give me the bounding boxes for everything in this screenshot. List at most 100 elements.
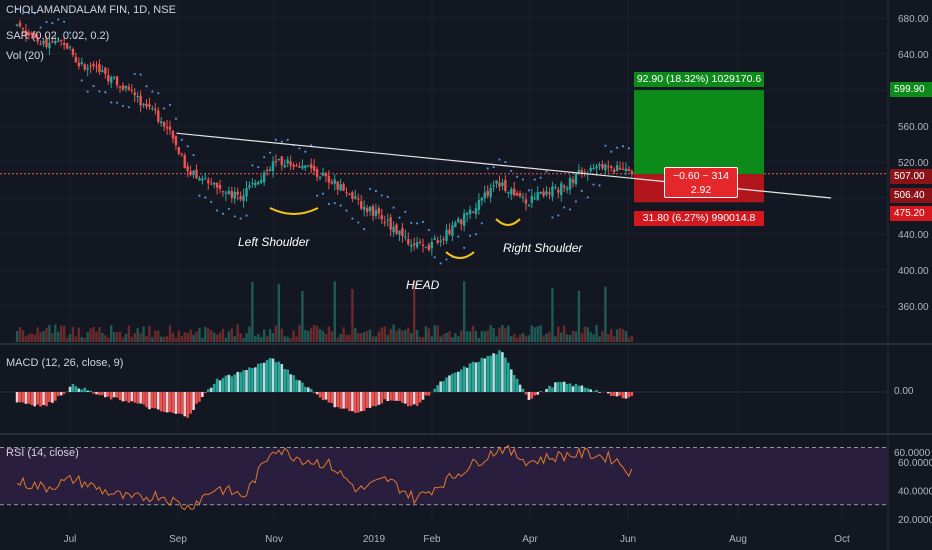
macd-bar bbox=[165, 392, 169, 413]
sar-dot bbox=[357, 221, 360, 224]
rsi-tag: 60.0000 bbox=[894, 448, 931, 459]
sar-dot bbox=[39, 26, 42, 29]
volume-bar bbox=[498, 327, 501, 342]
macd-bar bbox=[359, 392, 363, 412]
macd-bar bbox=[507, 362, 510, 392]
volume-bar bbox=[368, 329, 372, 342]
macd-bar bbox=[304, 386, 307, 392]
candle-body bbox=[218, 185, 222, 189]
macd-bar bbox=[412, 392, 416, 405]
macd-bar bbox=[365, 392, 369, 408]
volume-bar bbox=[386, 334, 389, 342]
macd-bar bbox=[283, 369, 287, 392]
volume-bar bbox=[71, 326, 75, 342]
volume-bar bbox=[545, 333, 548, 342]
volume-bar bbox=[515, 337, 519, 342]
candle-body bbox=[27, 32, 31, 36]
macd-bar bbox=[342, 392, 345, 409]
candle-body bbox=[515, 193, 519, 196]
volume-bar bbox=[295, 336, 298, 342]
volume-bar bbox=[242, 337, 245, 342]
sar-dot bbox=[380, 194, 383, 197]
macd-legend[interactable]: MACD (12, 26, close, 9) bbox=[6, 357, 124, 369]
candle-body bbox=[215, 182, 219, 188]
volume-bar bbox=[583, 326, 586, 342]
rsi-legend[interactable]: RSI (14, close) bbox=[6, 447, 79, 459]
time-tick-label: 2019 bbox=[363, 534, 386, 545]
candle-body bbox=[160, 121, 163, 124]
volume-bar bbox=[604, 286, 607, 342]
macd-bar bbox=[362, 392, 366, 411]
price-tick-label: 360.00 bbox=[898, 302, 929, 313]
macd-bar bbox=[327, 392, 331, 403]
macd-bar bbox=[324, 392, 328, 400]
candle-body bbox=[339, 184, 342, 191]
volume-bar bbox=[18, 327, 22, 342]
sar-dot bbox=[115, 101, 119, 104]
volume-bar bbox=[580, 333, 584, 342]
candle-body bbox=[257, 181, 260, 185]
macd-bar bbox=[418, 392, 422, 403]
candle-body bbox=[592, 167, 595, 170]
macd-bar bbox=[521, 388, 525, 392]
sar-dot bbox=[345, 209, 348, 212]
macd-bar bbox=[251, 368, 254, 392]
volume-bar bbox=[465, 331, 469, 342]
macd-bar bbox=[395, 392, 398, 401]
sar-dot bbox=[504, 160, 507, 164]
candle-body bbox=[430, 241, 434, 249]
candle-body bbox=[104, 67, 107, 74]
sar-dot bbox=[174, 117, 178, 120]
macd-bar bbox=[18, 392, 22, 403]
macd-bar bbox=[533, 392, 537, 396]
volume-bar bbox=[233, 336, 236, 342]
volume-bar bbox=[336, 337, 339, 342]
candle-body bbox=[30, 32, 33, 35]
candle-body bbox=[124, 85, 128, 89]
candle-body bbox=[195, 169, 198, 179]
candle-body bbox=[107, 74, 110, 82]
sar-dot bbox=[510, 169, 513, 173]
candle-body bbox=[383, 221, 386, 224]
sar-legend[interactable]: SAR (0.02, 0.02, 0.2) bbox=[6, 30, 110, 42]
candle-body bbox=[245, 187, 248, 197]
volume-bar bbox=[412, 280, 416, 342]
candle-body bbox=[318, 176, 322, 179]
volume-bar bbox=[389, 328, 392, 342]
candle-body bbox=[442, 239, 445, 241]
macd-bar bbox=[427, 392, 431, 396]
macd-bar bbox=[45, 392, 48, 407]
macd-bar bbox=[586, 388, 590, 392]
macd-bar bbox=[159, 392, 163, 412]
sar-dot bbox=[627, 147, 631, 150]
candle-body bbox=[274, 161, 278, 163]
macd-bar bbox=[554, 382, 557, 392]
sar-dot bbox=[433, 256, 436, 259]
macd-bar bbox=[539, 390, 542, 392]
candle-body bbox=[62, 43, 66, 45]
volume-bar bbox=[107, 337, 110, 342]
macd-bar bbox=[530, 392, 534, 399]
macd-bar bbox=[174, 392, 178, 414]
macd-bar bbox=[607, 392, 610, 394]
macd-bar bbox=[195, 392, 198, 404]
candle-body bbox=[448, 229, 451, 235]
sar-dot bbox=[339, 204, 342, 207]
sar-dot bbox=[15, 7, 19, 10]
candle-body bbox=[189, 171, 192, 175]
rsi-panel bbox=[0, 444, 888, 511]
time-tick-label: Feb bbox=[423, 534, 441, 545]
macd-bar bbox=[136, 392, 139, 404]
candle-body bbox=[562, 186, 566, 188]
candle-body bbox=[307, 165, 310, 167]
candle-body bbox=[92, 64, 95, 67]
profit-zone bbox=[634, 90, 764, 175]
candle-body bbox=[174, 136, 178, 145]
volume-bar bbox=[218, 332, 222, 342]
macd-bar bbox=[406, 392, 410, 407]
vol-legend[interactable]: Vol (20) bbox=[6, 50, 44, 62]
volume-bar bbox=[265, 335, 269, 342]
volume-bar bbox=[15, 330, 19, 342]
symbol-title[interactable]: CHOLAMANDALAM FIN, 1D, NSE bbox=[6, 4, 176, 16]
stop-price-tag: 475.20 bbox=[890, 206, 932, 221]
